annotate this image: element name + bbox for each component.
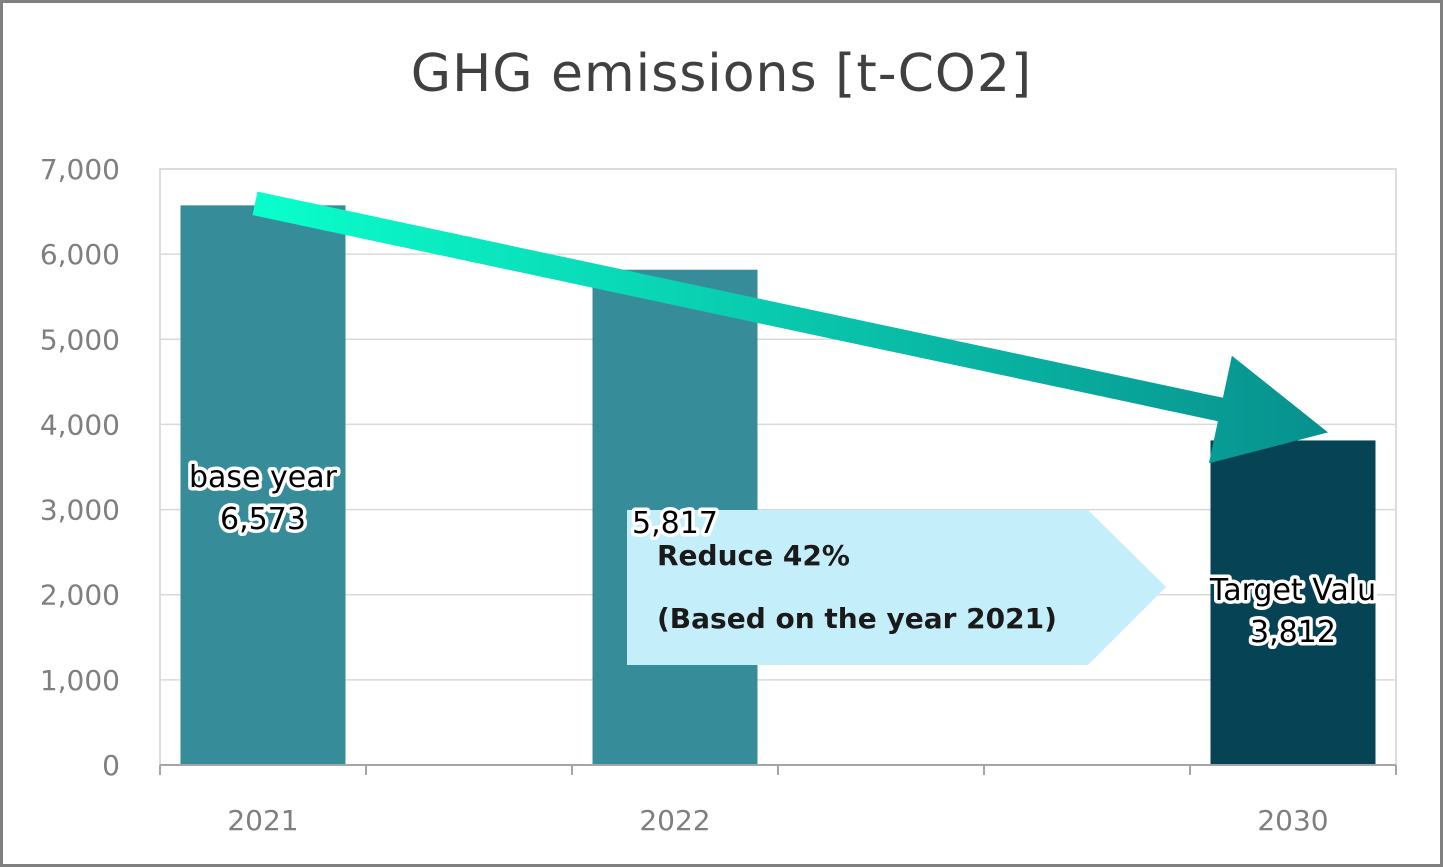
y-axis-tick-labels: 0 1,000 2,000 3,000 4,000 5,000 6,000 7,000 — [40, 153, 120, 782]
y-tick-label: 0 — [102, 749, 120, 782]
x-tick-label: 2022 — [639, 804, 710, 837]
data-label: 3,812 — [1250, 615, 1336, 650]
reduce-text-line: (Based on the year 2021) — [657, 602, 1057, 635]
x-axis — [159, 764, 1397, 775]
y-tick-label: 7,000 — [40, 153, 120, 186]
reduce-arrow-shape — [627, 510, 1166, 665]
y-tick-label: 6,000 — [40, 238, 120, 271]
data-label: base year — [189, 460, 338, 495]
data-label: 5,817 — [632, 506, 718, 541]
bar-2021 — [180, 205, 346, 765]
data-labels: base year 6,573 5,817 Target Valu 3,812 — [186, 457, 1380, 654]
y-tick-label: 4,000 — [40, 408, 120, 441]
reduce-text-line: Reduce 42% — [657, 539, 850, 572]
bar-2030 — [1210, 440, 1376, 765]
x-axis-tick-labels: 2021 2022 2030 — [227, 804, 1328, 837]
y-tick-label: 2,000 — [40, 579, 120, 612]
y-tick-label: 5,000 — [40, 323, 120, 356]
y-tick-label: 3,000 — [40, 494, 120, 527]
x-tick-label: 2021 — [227, 804, 298, 837]
data-label: Target Valu — [1209, 573, 1376, 608]
trend-arrow — [252, 191, 1328, 464]
trend-arrow-shape — [252, 191, 1328, 464]
y-tick-label: 1,000 — [40, 664, 120, 697]
x-tick-label: 2030 — [1257, 804, 1328, 837]
reduction-annotation: Reduce 42% (Based on the year 2021) — [627, 510, 1166, 665]
chart-title: GHG emissions [t-CO2] — [410, 44, 1033, 104]
data-label: 6,573 — [220, 502, 306, 537]
